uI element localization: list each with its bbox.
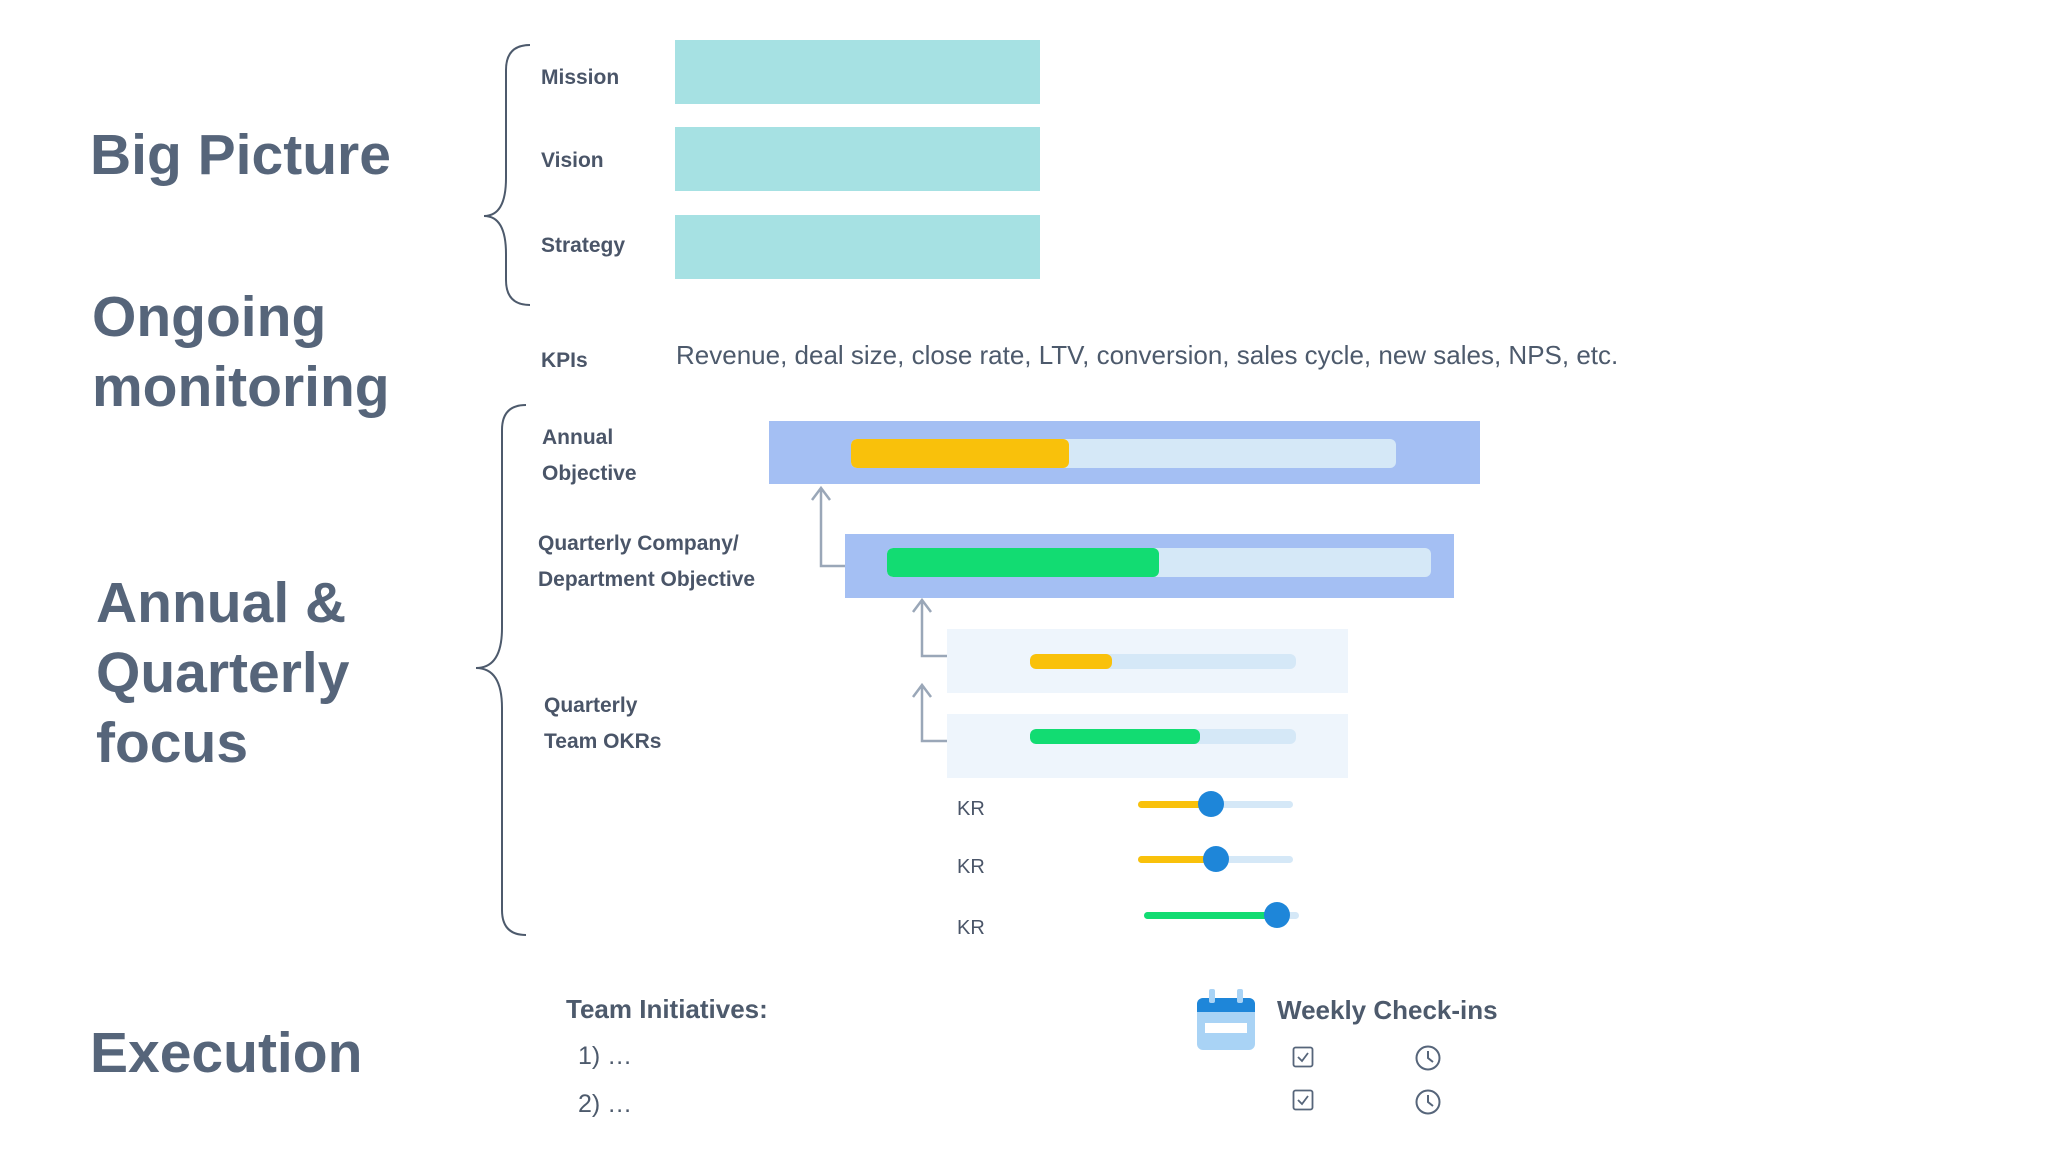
strategy-box [675, 215, 1040, 279]
vision-label: Vision [541, 149, 604, 172]
annual-progress-track [851, 439, 1396, 468]
team-okr-box [947, 629, 1348, 693]
strategy-label: Strategy [541, 234, 626, 257]
arrow-up-icon [912, 682, 948, 743]
kr-slider-fill [1138, 856, 1216, 863]
checkbox-icon[interactable] [1292, 1046, 1314, 1068]
annual-progress-fill [851, 439, 1069, 468]
initiative-item: 1) … [578, 1042, 633, 1070]
team-initiatives-title: Team Initiatives: [566, 994, 768, 1024]
kr-label: KR [957, 856, 985, 878]
kr-slider-track [1144, 902, 1299, 928]
kr-slider-fill [1144, 912, 1278, 919]
quarterly-progress-track [887, 548, 1431, 577]
team-okr-fill [1030, 654, 1113, 669]
arrow-up-icon [912, 597, 948, 658]
mission-label: Mission [541, 66, 620, 89]
section-big-picture: Big Picture [90, 123, 391, 187]
calendar-icon [1197, 989, 1255, 1050]
quarterly-objective-box [845, 534, 1454, 598]
annual-objective-box [769, 421, 1480, 484]
kr-slider-fill [1138, 801, 1211, 808]
kr-slider-track [1138, 791, 1293, 817]
mission-box [675, 40, 1040, 104]
team-okr-box [947, 714, 1348, 778]
team-okrs-label: Quarterly Team OKRs [544, 694, 662, 753]
section-ongoing-monitoring: Ongoing monitoring [92, 285, 390, 419]
team-okr-fill [1030, 729, 1201, 744]
checkbox-icon[interactable] [1292, 1089, 1314, 1111]
section-annual-quarterly-focus: Annual & Quarterly focus [96, 571, 350, 775]
clock-icon [1415, 1089, 1441, 1115]
arrow-up-icon [811, 485, 846, 568]
kr-slider-handle[interactable] [1202, 846, 1229, 872]
kr-label: KR [957, 798, 985, 820]
annual-focus-brace [475, 404, 527, 936]
section-execution: Execution [90, 1021, 363, 1085]
weekly-checkins-title: Weekly Check-ins [1277, 995, 1498, 1025]
kr-slider-handle[interactable] [1264, 902, 1291, 928]
quarterly-objective-label: Quarterly Company/ Department Objective [538, 532, 756, 591]
kpis-label: KPIs [541, 349, 588, 372]
team-okr-track [1030, 729, 1296, 744]
team-okr-track [1030, 654, 1296, 669]
kr-slider-track [1138, 846, 1293, 872]
kr-slider-handle[interactable] [1197, 791, 1224, 817]
initiative-item: 2) … [578, 1090, 633, 1118]
kr-label: KR [957, 917, 985, 939]
big-picture-brace [483, 44, 531, 306]
kpis-text: Revenue, deal size, close rate, LTV, con… [676, 340, 1619, 370]
annual-objective-label: Annual Objective [542, 426, 637, 485]
clock-icon [1415, 1045, 1441, 1071]
vision-box [675, 127, 1040, 191]
quarterly-progress-fill [887, 548, 1159, 577]
